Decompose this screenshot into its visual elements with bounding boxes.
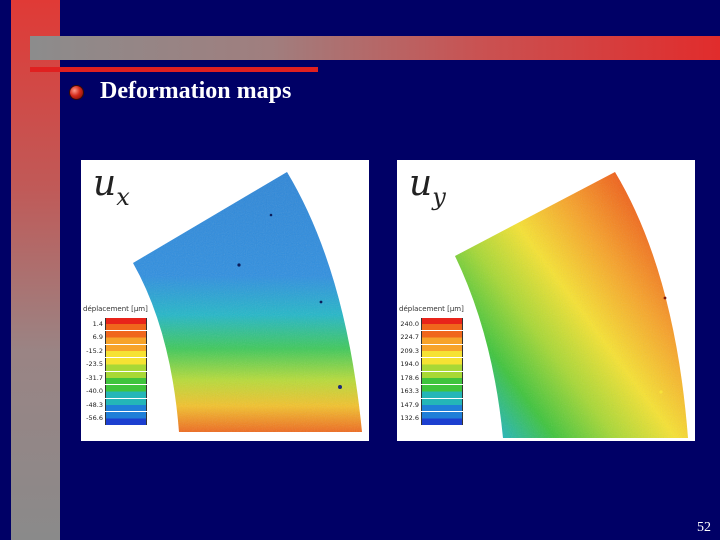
legend-value: 178.6 [400,373,419,382]
legend-value: -23.5 [86,360,103,369]
legend-value: 240.0 [400,319,419,328]
legend-value: -48.3 [86,400,103,409]
top-decor-band [30,36,720,60]
legend-value: 224.7 [400,333,419,342]
title-underline [30,67,318,72]
legend-value: 194.0 [400,360,419,369]
legend-swatch [421,371,463,384]
uy-color-legend: déplacement [µm] 240.0 224.7 209.3 194.0… [397,305,467,425]
legend-value: 209.3 [400,346,419,355]
legend-value: 1.4 [92,319,103,328]
legend-title: déplacement [µm] [399,305,464,313]
legend-value: -56.6 [86,414,103,423]
legend-swatch [105,385,147,398]
legend-swatch [105,371,147,384]
legend-value: -15.2 [86,346,103,355]
legend-swatch [421,398,463,411]
legend-swatch [421,331,463,344]
legend-swatch [421,412,463,425]
uy-map-panel: uy déplacement [µm] 240.0 224.7 209.3 19… [397,160,695,441]
legend-swatch [421,385,463,398]
legend-swatch [421,317,463,330]
legend-swatch [421,358,463,371]
legend-swatch [421,344,463,357]
legend-swatch [105,398,147,411]
legend-swatch [105,331,147,344]
page-number: 52 [697,520,711,535]
ux-contour-map [133,172,362,432]
side-decor-bar [11,0,60,540]
legend-swatch [105,358,147,371]
slide-title: Deformation maps [100,78,292,104]
legend-swatch [105,412,147,425]
ux-map-panel: ux déplacement [µm] 1.4 6.9 -15.2 -23.5 … [81,160,369,441]
uy-symbol: uy [409,163,446,212]
bullet-icon [70,86,83,99]
legend-value: 163.3 [400,387,419,396]
ux-color-legend: déplacement [µm] 1.4 6.9 -15.2 -23.5 -31… [81,305,151,425]
legend-swatch [105,344,147,357]
uy-contour-map [455,172,688,438]
legend-value: 147.9 [400,400,419,409]
legend-value: 6.9 [92,333,103,342]
ux-symbol: ux [93,163,130,212]
legend-value: 132.6 [400,414,419,423]
legend-swatch [105,317,147,330]
legend-title: déplacement [µm] [83,305,148,313]
legend-value: -31.7 [86,373,103,382]
legend-value: -40.0 [86,387,103,396]
